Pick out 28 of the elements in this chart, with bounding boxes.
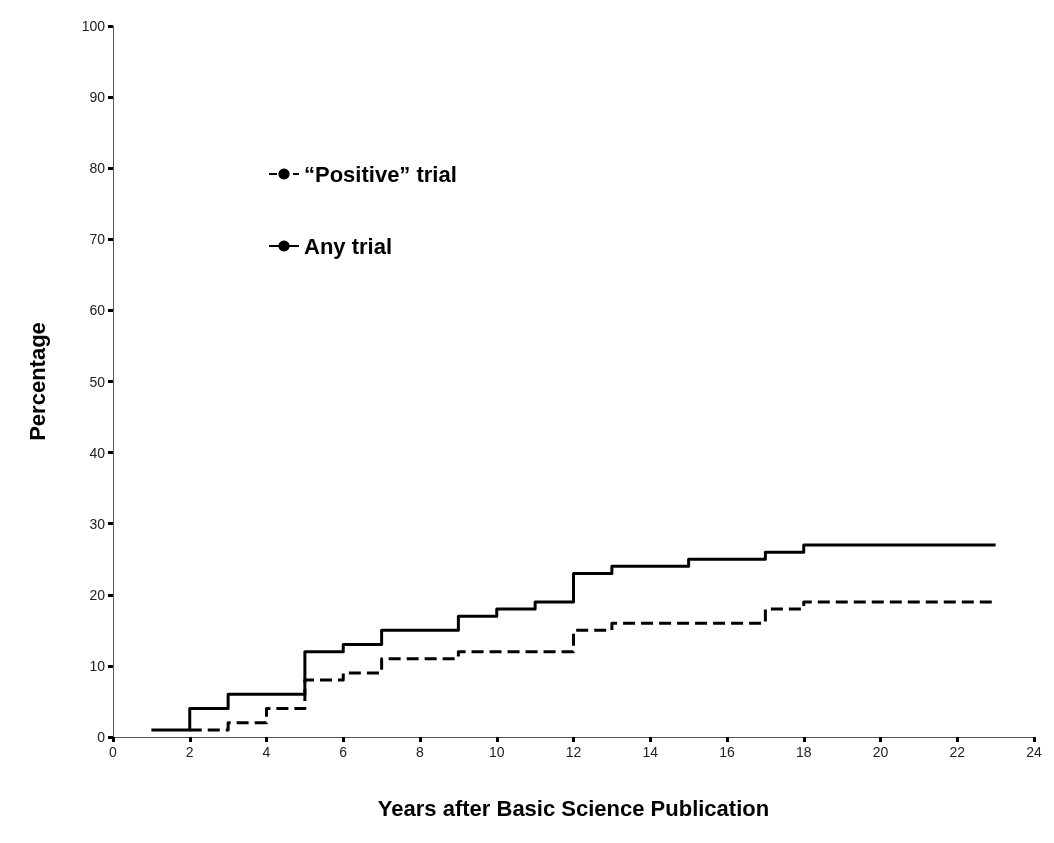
y-tick-label: 70 [89, 231, 106, 248]
x-tick-label: 20 [872, 744, 889, 760]
legend-label: “Positive” trial [304, 161, 457, 187]
y-tick-label: 20 [89, 586, 106, 603]
x-tick-label: 24 [1026, 744, 1042, 760]
y-tick-label: 0 [97, 729, 106, 745]
x-tick-label: 2 [185, 744, 194, 760]
y-axis-title: Percentage [24, 322, 50, 441]
x-tick-label: 12 [565, 744, 582, 760]
x-tick-label: 16 [719, 744, 735, 760]
x-tick-label: 6 [339, 744, 348, 760]
x-tick-label: 0 [109, 744, 118, 760]
x-tick-label: 18 [795, 744, 812, 760]
y-tick-label: 10 [89, 657, 106, 674]
y-tick-label: 40 [89, 444, 106, 461]
x-tick-label: 22 [949, 744, 966, 760]
y-tick-label: 50 [89, 373, 106, 390]
x-tick-label: 4 [262, 744, 271, 760]
y-tick-label: 80 [89, 160, 106, 177]
y-tick-label: 100 [81, 18, 106, 34]
legend-label: Any trial [304, 233, 393, 259]
y-tick-label: 90 [89, 89, 106, 106]
x-axis-title: Years after Basic Science Publication [377, 795, 770, 821]
x-tick-label: 8 [416, 744, 425, 760]
x-tick-label: 14 [642, 744, 659, 760]
x-tick-label: 10 [488, 744, 505, 760]
y-tick-label: 30 [89, 515, 106, 532]
y-tick-label: 60 [89, 302, 106, 319]
